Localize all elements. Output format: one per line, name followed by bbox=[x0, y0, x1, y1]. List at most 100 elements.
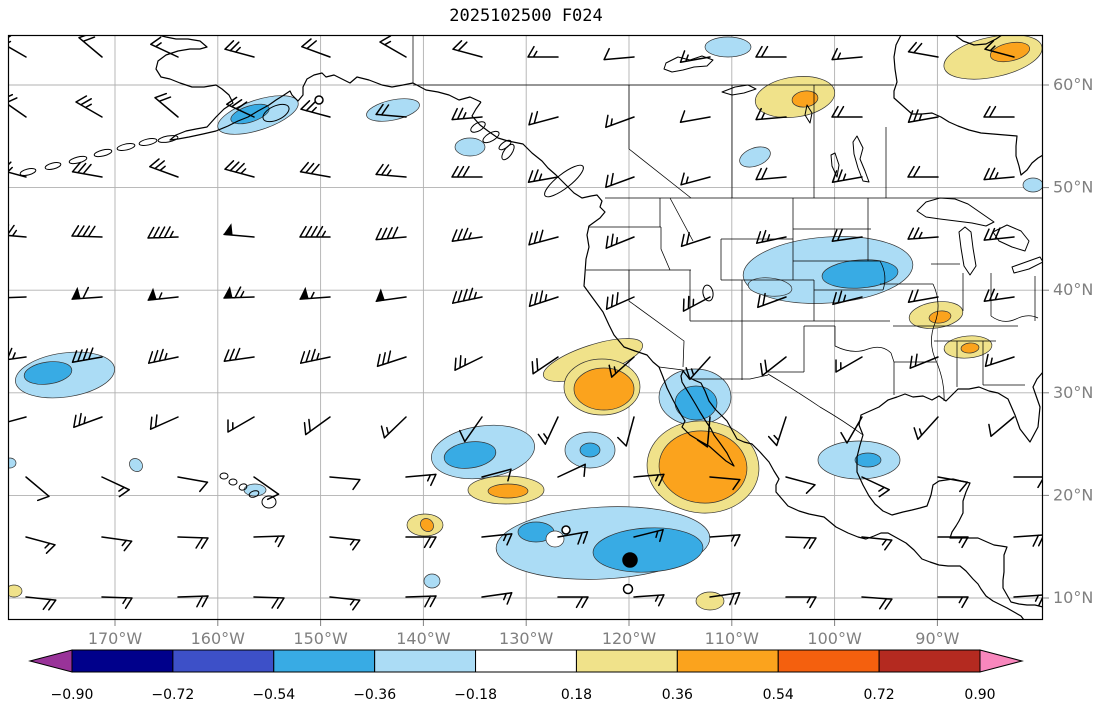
anomaly-region bbox=[821, 259, 899, 289]
barb-staff bbox=[405, 536, 437, 549]
wind-barb bbox=[685, 356, 711, 381]
wind-barb bbox=[755, 45, 787, 58]
wind-barb bbox=[224, 40, 255, 58]
barb-staff bbox=[907, 109, 939, 123]
colorbar-segment bbox=[475, 649, 577, 673]
barb-staff bbox=[71, 225, 103, 238]
barb-staff bbox=[832, 290, 863, 306]
anomaly-region bbox=[545, 530, 565, 548]
barb-staff bbox=[405, 595, 437, 608]
barb-staff bbox=[709, 534, 741, 547]
political-border bbox=[834, 345, 892, 354]
colorbar: −0.90 −0.72 −0.54 −0.36 −0.18 0.18 0.36 0.54 0.7… bbox=[28, 649, 1024, 703]
anomaly-region bbox=[928, 310, 952, 324]
wind-barb bbox=[785, 536, 817, 549]
wind-barb bbox=[451, 165, 483, 178]
wind-barb bbox=[8, 93, 27, 118]
barb-staff bbox=[71, 286, 103, 300]
island-outline bbox=[248, 490, 260, 498]
wind-barb bbox=[861, 476, 890, 498]
barb-staff bbox=[831, 105, 863, 118]
wind-barb bbox=[557, 463, 586, 478]
barb-staff bbox=[840, 416, 863, 444]
anomaly-region bbox=[960, 342, 980, 354]
barb-staff bbox=[299, 348, 331, 364]
barb-staff bbox=[375, 163, 407, 178]
barb-staff bbox=[8, 161, 27, 178]
barb-staff bbox=[329, 596, 361, 611]
wind-barb bbox=[527, 169, 559, 183]
barb-staff bbox=[1013, 476, 1043, 489]
y-tick-label: 20°N bbox=[1053, 485, 1093, 504]
wind-barb bbox=[1013, 476, 1043, 489]
lake-outline bbox=[852, 135, 870, 183]
barb-staff bbox=[481, 533, 513, 546]
island-outline bbox=[702, 284, 714, 302]
barb-staff bbox=[605, 172, 635, 189]
wind-barb bbox=[983, 167, 1015, 181]
anomaly-region bbox=[8, 457, 17, 469]
wind-barb bbox=[831, 47, 863, 61]
colorbar-under-arrow bbox=[28, 649, 73, 673]
wind-barb bbox=[303, 416, 331, 436]
x-tick-label: 150°W bbox=[293, 629, 348, 648]
wind-barb bbox=[605, 172, 635, 189]
wind-barb bbox=[301, 38, 331, 58]
barb-staff bbox=[831, 47, 863, 61]
wind-barb bbox=[861, 596, 893, 610]
wind-barb bbox=[605, 233, 635, 249]
wind-barb bbox=[8, 296, 27, 299]
wind-barb bbox=[300, 100, 331, 118]
wind-barb bbox=[937, 536, 969, 549]
barb-staff bbox=[633, 473, 665, 487]
wind-barb bbox=[835, 356, 863, 373]
barb-staff bbox=[785, 596, 817, 609]
y-tick-label: 40°N bbox=[1053, 280, 1093, 299]
barb-staff bbox=[679, 110, 711, 123]
barb-staff bbox=[709, 476, 741, 491]
barb-pennant bbox=[223, 286, 233, 299]
wind-barb bbox=[527, 45, 559, 58]
wind-barb bbox=[907, 109, 939, 123]
island-outline bbox=[482, 130, 500, 144]
colorbar-segment bbox=[777, 649, 880, 673]
colorbar-tick-label: 0.54 bbox=[763, 687, 794, 703]
figure-title: 2025102500 F024 bbox=[449, 6, 603, 26]
barb-staff bbox=[150, 36, 179, 58]
political-border bbox=[658, 366, 769, 380]
wind-barb bbox=[149, 158, 179, 178]
wind-barb bbox=[8, 416, 27, 423]
colorbar-over-arrow bbox=[979, 649, 1024, 673]
barb-staff bbox=[253, 535, 285, 548]
wind-barb bbox=[375, 103, 407, 118]
wind-barb bbox=[452, 40, 483, 58]
wind-barb bbox=[680, 172, 711, 186]
wind-barb bbox=[329, 596, 361, 611]
wind-barb bbox=[984, 40, 1015, 58]
barb-staff bbox=[451, 227, 483, 242]
barb-staff bbox=[73, 412, 103, 429]
colorbar-segment bbox=[878, 649, 981, 673]
wind-barb bbox=[682, 295, 711, 312]
barb-staff bbox=[755, 107, 787, 121]
wind-barb bbox=[71, 286, 103, 300]
wind-barb bbox=[253, 535, 285, 548]
island-outline bbox=[470, 121, 486, 133]
wind-barb bbox=[767, 416, 787, 447]
wind-barb bbox=[937, 596, 969, 609]
wind-barb bbox=[78, 35, 103, 58]
barb-staff bbox=[78, 35, 103, 58]
anomaly-region bbox=[854, 452, 882, 468]
barb-staff bbox=[253, 476, 280, 501]
axis-labels: 170°W 160°W 150°W 140°W 130°W 120°W 110°W 100°W… bbox=[88, 75, 1094, 648]
lake-outline bbox=[721, 84, 757, 96]
barb-staff bbox=[633, 594, 665, 607]
wind-barb bbox=[757, 292, 787, 309]
y-tick-label: 30°N bbox=[1053, 383, 1093, 402]
wind-barb bbox=[223, 286, 255, 299]
x-tick-label: 90°W bbox=[915, 629, 959, 648]
x-tick-label: 110°W bbox=[705, 629, 760, 648]
colorbar-tick-label: −0.90 bbox=[51, 687, 94, 703]
wind-barb bbox=[537, 416, 559, 445]
